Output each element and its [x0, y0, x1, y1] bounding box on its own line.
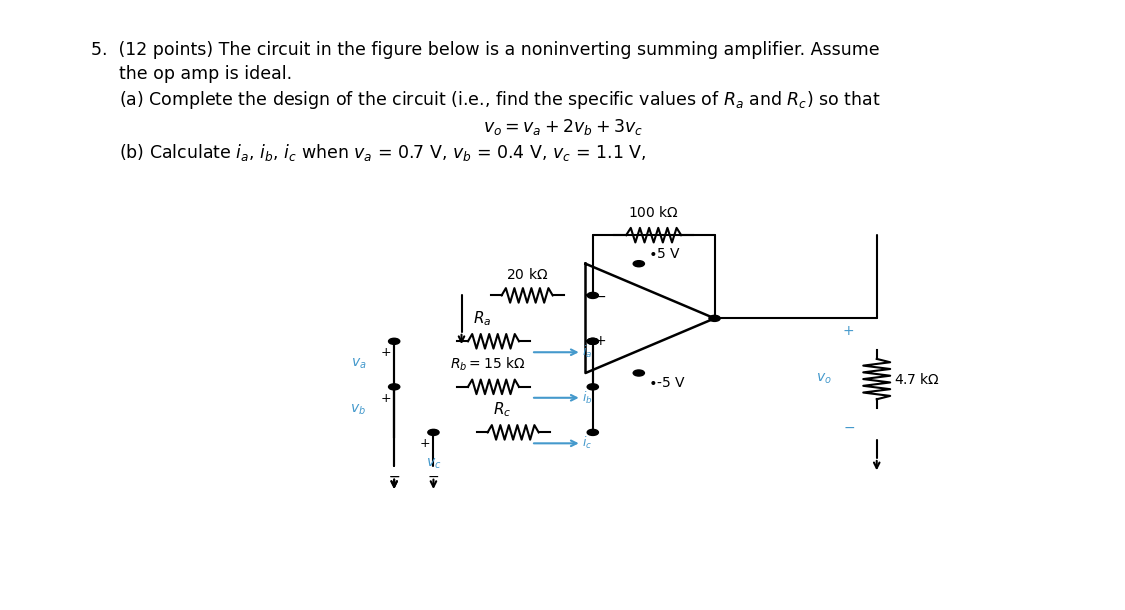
Text: $v_b$: $v_b$ [350, 403, 366, 417]
Circle shape [587, 429, 598, 436]
Circle shape [709, 315, 720, 321]
Text: $v_a$: $v_a$ [351, 357, 366, 371]
Text: $i_b$: $i_b$ [582, 390, 592, 406]
Text: $v_o = v_a + 2v_b + 3v_c$: $v_o = v_a + 2v_b + 3v_c$ [483, 117, 642, 137]
Circle shape [633, 260, 645, 267]
Text: $R_c$: $R_c$ [493, 400, 511, 419]
Text: (a) Complete the design of the circuit (i.e., find the specific values of $R_a$ : (a) Complete the design of the circuit (… [119, 90, 881, 112]
Text: +: + [843, 325, 855, 339]
Text: $+$: $+$ [594, 334, 606, 348]
Circle shape [587, 339, 598, 345]
Text: $-$: $-$ [428, 469, 440, 483]
Circle shape [587, 339, 598, 345]
Text: 100 k$\Omega$: 100 k$\Omega$ [628, 205, 680, 220]
Text: +: + [380, 392, 391, 404]
Text: 4.7 k$\Omega$: 4.7 k$\Omega$ [893, 371, 939, 387]
Text: $i_a$: $i_a$ [582, 344, 592, 361]
Text: $-$: $-$ [843, 420, 855, 434]
Text: $v_o$: $v_o$ [816, 372, 831, 386]
Text: $v_c$: $v_c$ [425, 457, 441, 471]
Text: $R_a$: $R_a$ [472, 309, 492, 328]
Circle shape [587, 292, 598, 298]
Text: 20 k$\Omega$: 20 k$\Omega$ [506, 267, 548, 282]
Text: $R_b = 15$ k$\Omega$: $R_b = 15$ k$\Omega$ [450, 356, 525, 373]
Text: (b) Calculate $i_a$, $i_b$, $i_c$ when $v_a$ = 0.7 V, $v_b$ = 0.4 V, $v_c$ = 1.1: (b) Calculate $i_a$, $i_b$, $i_c$ when $… [119, 142, 647, 163]
Text: $-$: $-$ [388, 469, 400, 483]
Circle shape [633, 370, 645, 376]
Text: $-$: $-$ [388, 469, 400, 483]
Circle shape [428, 429, 439, 436]
Text: +: + [420, 437, 431, 450]
Text: $\bullet$5 V: $\bullet$5 V [648, 246, 681, 260]
Text: the op amp is ideal.: the op amp is ideal. [119, 65, 292, 83]
Text: 5.  (12 points) The circuit in the figure below is a noninverting summing amplif: 5. (12 points) The circuit in the figure… [91, 41, 880, 59]
Text: $-$: $-$ [594, 289, 606, 303]
Circle shape [587, 384, 598, 390]
Circle shape [388, 339, 399, 345]
Text: +: + [380, 346, 391, 359]
Text: $\bullet$-5 V: $\bullet$-5 V [648, 376, 686, 390]
Text: $i_c$: $i_c$ [582, 436, 592, 451]
Circle shape [388, 384, 399, 390]
